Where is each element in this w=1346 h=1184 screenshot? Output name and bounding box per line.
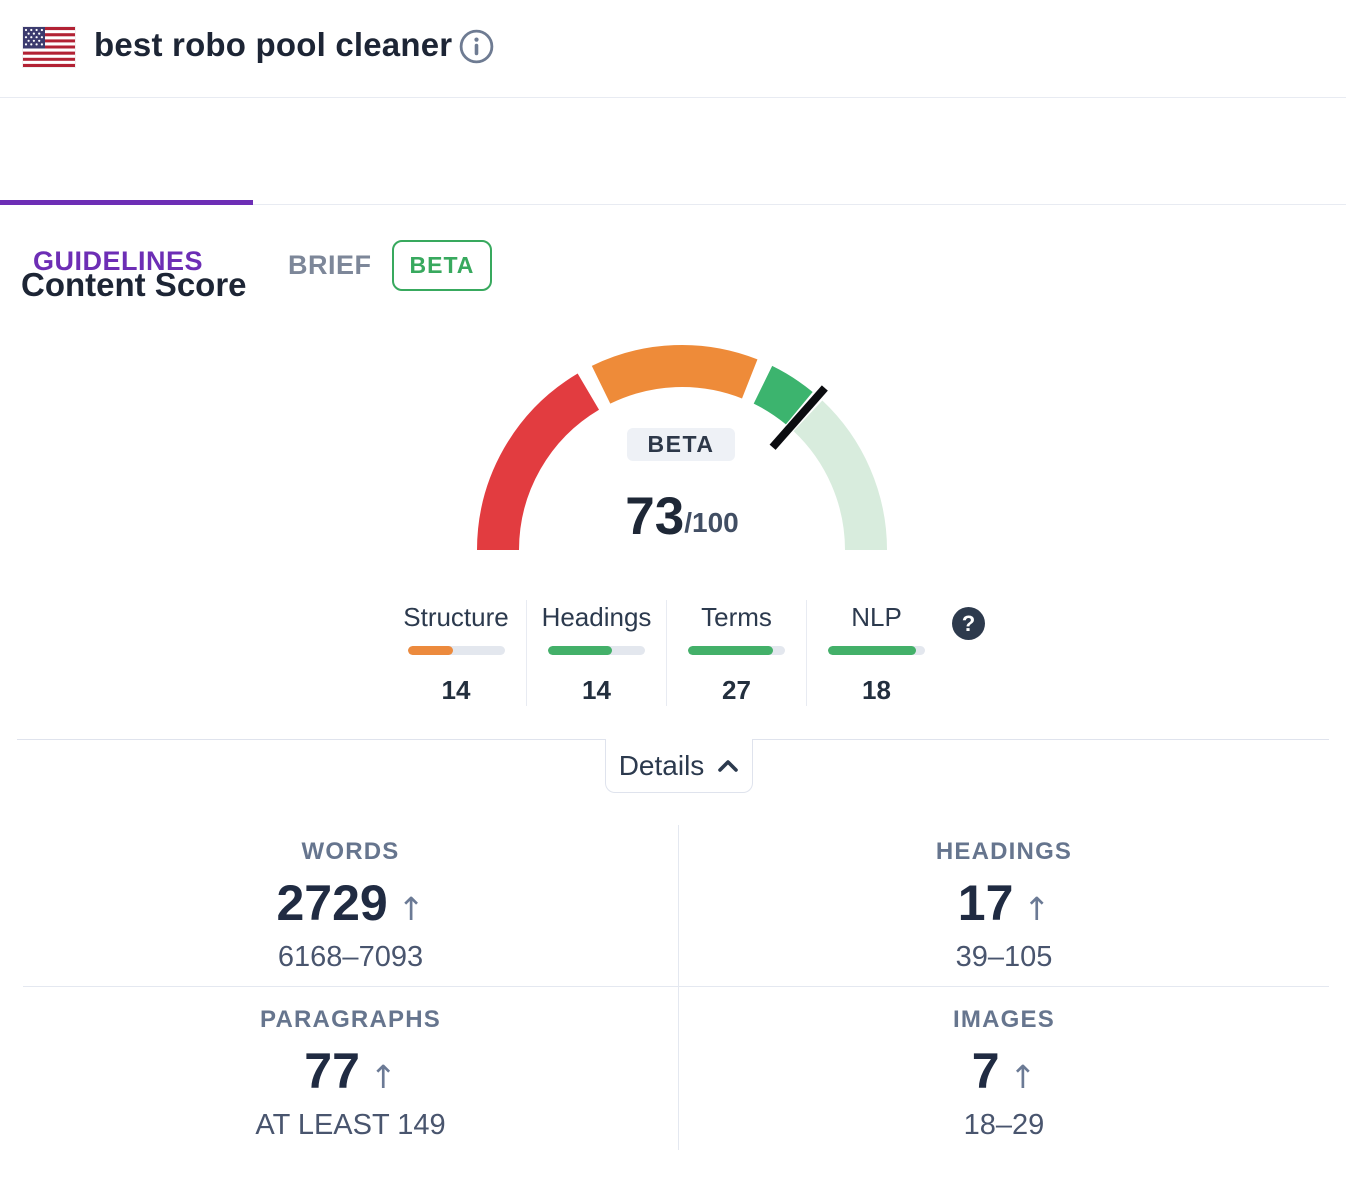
score-max: /100 (684, 507, 739, 538)
stats-vertical-divider (678, 825, 679, 1150)
stat-words: WORDS 2729 ↑ 6168–7093 (23, 838, 678, 974)
stat-value: 2729 (276, 875, 388, 931)
metric-progressbar (548, 646, 645, 655)
content-score-heading: Content Score (21, 266, 247, 303)
stat-label: HEADINGS (935, 838, 1073, 865)
tab-brief-label: BRIEF (288, 250, 372, 280)
gauge-segment (793, 400, 887, 551)
stat-range: AT LEAST 149 (255, 1109, 446, 1141)
stats-horizontal-divider (23, 986, 1329, 987)
metric-progressbar (407, 646, 505, 655)
tab-brief[interactable]: BRIEF BETA (288, 240, 493, 291)
chevron-up-icon (718, 759, 739, 772)
metric-structure: Structure 14 (386, 600, 526, 706)
gauge-segment (477, 373, 600, 551)
stat-value: 7 (971, 1043, 1000, 1099)
details-label: Details (618, 749, 705, 781)
metric-label: Headings (541, 602, 652, 632)
stat-label: PARAGRAPHS (260, 1006, 441, 1033)
stat-headings: HEADINGS 17 ↑ 39–105 (679, 838, 1329, 974)
score-readout: 73/100 (477, 486, 887, 547)
score-value: 73 (625, 487, 685, 546)
metric-value: 27 (722, 675, 751, 705)
help-icon[interactable]: ? (952, 607, 985, 640)
metric-nlp: NLP 18 (806, 600, 946, 706)
details-toggle-button[interactable]: Details (605, 739, 753, 793)
gauge-beta-badge: BETA (627, 428, 735, 461)
metric-value: 18 (862, 675, 891, 705)
metric-progress-fill (688, 646, 774, 655)
section-divider (17, 739, 605, 740)
help-icon-glyph: ? (961, 610, 976, 636)
tab-guidelines-label: GUIDELINES (33, 246, 204, 276)
up-arrow-icon: ↑ (1009, 1058, 1037, 1096)
gauge-needle (769, 385, 828, 450)
metric-terms: Terms 27 (666, 600, 806, 706)
metric-value: 14 (582, 675, 611, 705)
info-icon[interactable] (459, 29, 494, 64)
score-gauge (477, 345, 887, 551)
stat-paragraphs: PARAGRAPHS 77 ↑ AT LEAST 149 (23, 1006, 678, 1142)
metric-progressbar (688, 646, 785, 655)
metric-label: NLP (851, 602, 902, 632)
metric-label: Structure (403, 602, 509, 632)
up-arrow-icon: ↑ (397, 890, 425, 928)
us-flag-icon (23, 27, 75, 67)
gauge-segment (753, 365, 813, 425)
stat-label: IMAGES (953, 1006, 1055, 1033)
active-tab-underline (0, 200, 253, 205)
score-metrics-row: Structure 14 Headings 14 Terms 27 NLP 18 (386, 600, 946, 706)
metric-label: Terms (701, 602, 772, 632)
metric-headings: Headings 14 (526, 600, 666, 706)
keyword-header: best robo pool cleaner (0, 0, 1346, 98)
stat-range: 6168–7093 (277, 941, 424, 973)
stat-range: 18–29 (963, 1109, 1045, 1141)
stat-value: 77 (304, 1043, 360, 1099)
stat-images: IMAGES 7 ↑ 18–29 (679, 1006, 1329, 1142)
stat-label: WORDS (301, 838, 400, 865)
brief-beta-badge: BETA (391, 240, 493, 291)
up-arrow-icon: ↑ (1023, 890, 1051, 928)
metric-progress-fill (548, 646, 613, 655)
metric-progress-fill (828, 646, 917, 655)
stat-value: 17 (957, 875, 1014, 931)
tab-guidelines[interactable]: GUIDELINES (33, 246, 203, 277)
keyword-title: best robo pool cleaner (94, 26, 453, 63)
section-divider (752, 739, 1329, 740)
metric-progress-fill (407, 646, 454, 655)
up-arrow-icon: ↑ (369, 1058, 397, 1096)
gauge-segment (591, 345, 758, 404)
tab-bar: GUIDELINES BRIEF BETA (0, 98, 1346, 291)
metric-value: 14 (441, 675, 471, 705)
stat-range: 39–105 (955, 941, 1053, 973)
metric-progressbar (828, 646, 925, 655)
